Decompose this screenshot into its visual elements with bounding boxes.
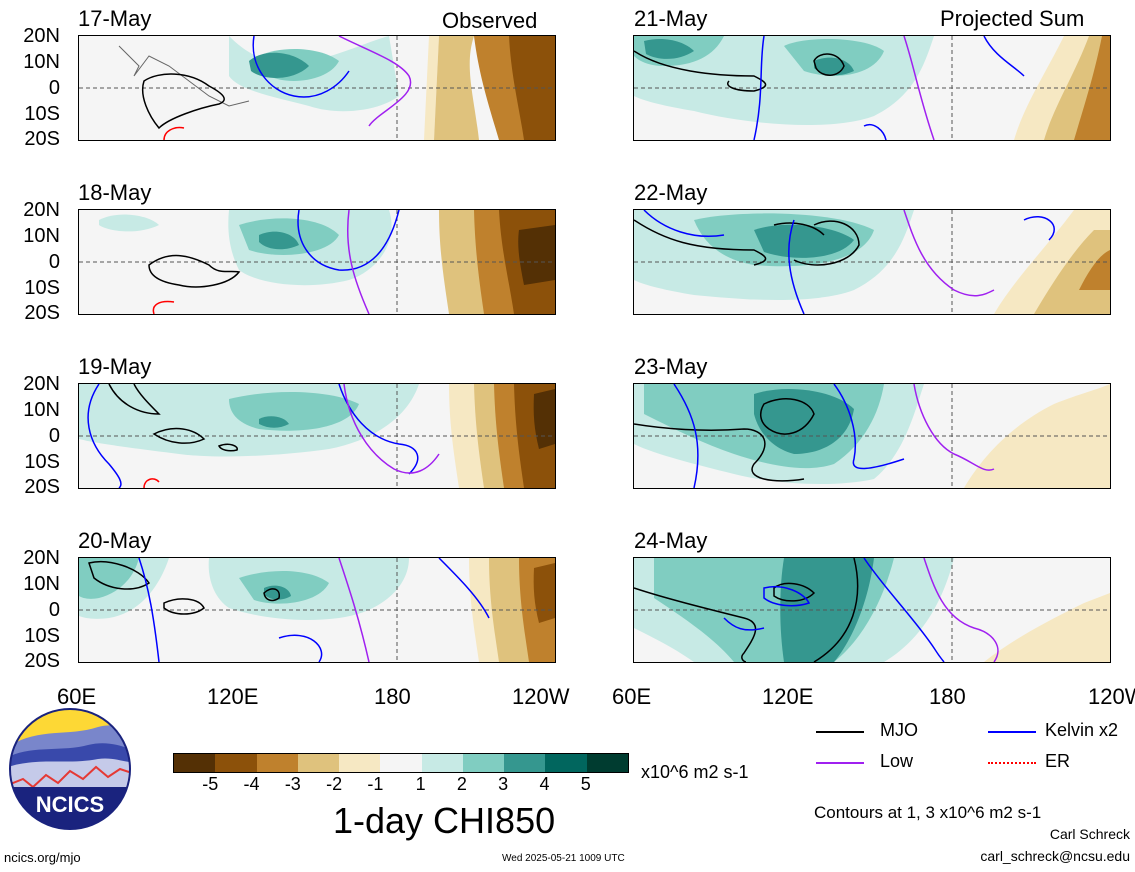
colorbar-swatch [586, 754, 628, 772]
colorbar-swatch [297, 754, 341, 772]
lon-label: 60E [57, 684, 97, 709]
map-panel-23-may [633, 383, 1111, 489]
lat-label: 0 [48, 425, 60, 447]
colorbar-tick-label: -3 [284, 774, 301, 794]
panel-title-1: 17-May [78, 6, 152, 31]
colorbar-tick-label: 5 [580, 774, 591, 794]
lat-label: 10N [23, 573, 60, 595]
map-panel-21-may [633, 35, 1111, 141]
lat-label: 10S [24, 451, 60, 473]
lat-label: 10S [24, 625, 60, 647]
colorbar-swatch [462, 754, 506, 772]
lat-label: 0 [48, 599, 60, 621]
colorbar-swatch [339, 754, 382, 772]
lat-label: 10S [24, 103, 60, 125]
colorbar-swatch [545, 754, 588, 772]
lon-label: 180 [929, 684, 966, 709]
colorbar-swatch [380, 754, 423, 772]
lat-label: 10S [24, 277, 60, 299]
colorbar-tick-label: -4 [243, 774, 260, 794]
map-panel-22-may [633, 209, 1111, 315]
lat-label: 0 [48, 77, 60, 99]
ncics-logo: NCICS [8, 707, 132, 831]
colorbar-tick-label: 2 [456, 774, 467, 794]
lat-label: 20N [23, 25, 60, 47]
panel-title-7: 23-May [634, 354, 708, 379]
lat-label: 20S [24, 650, 60, 672]
colorbar-swatch [421, 754, 464, 772]
legend-line-kelvin [988, 731, 1036, 733]
legend-label-er: ER [1045, 751, 1071, 771]
panel-title-5: 21-May [634, 6, 708, 31]
lon-label: 180 [374, 684, 411, 709]
figure-title: 1-day CHI850 [333, 800, 556, 841]
lat-label: 10N [23, 225, 60, 247]
lat-label: 20S [24, 476, 60, 498]
map-panel-19-may [78, 383, 556, 489]
lon-label: 120W [1088, 684, 1135, 709]
colorbar-swatch [215, 754, 258, 772]
legend-label-mjo: MJO [880, 720, 918, 740]
legend-line-low [816, 762, 864, 764]
timestamp: Wed 2025-05-21 1009 UTC [502, 853, 625, 864]
site-url: ncics.org/mjo [4, 850, 81, 865]
lat-label: 10N [23, 51, 60, 73]
map-panel-20-may [78, 557, 556, 663]
colorbar-tick-label: -1 [367, 774, 384, 794]
panel-title-8: 24-May [634, 528, 708, 553]
lat-label: 20S [24, 302, 60, 324]
lat-label: 20N [23, 547, 60, 569]
colorbar-swatch [174, 754, 217, 772]
panel-title-3: 19-May [78, 354, 152, 379]
panel-label-projected: Projected Sum [940, 6, 1085, 31]
legend-label-kelvin: Kelvin x2 [1045, 720, 1119, 740]
map-panel-24-may [633, 557, 1111, 663]
lon-label: 60E [612, 684, 652, 709]
colorbar-units: x10^6 m2 s-1 [641, 762, 749, 782]
lat-label: 20S [24, 128, 60, 150]
panel-title-6: 22-May [634, 180, 708, 205]
author-email: carl_schreck@ncsu.edu [980, 848, 1130, 864]
lat-label: 20N [23, 199, 60, 221]
lat-label: 20N [23, 373, 60, 395]
panel-label-observed: Observed [442, 8, 538, 33]
lon-label: 120E [207, 684, 259, 709]
colorbar [173, 753, 629, 773]
lon-label: 120W [512, 684, 570, 709]
lat-label: 0 [48, 251, 60, 273]
author: Carl Schreck [1049, 826, 1130, 842]
colorbar-tick-label: -2 [326, 774, 343, 794]
colorbar-tick-label: 3 [498, 774, 509, 794]
panel-title-2: 18-May [78, 180, 152, 205]
colorbar-swatch [256, 754, 299, 772]
panel-title-4: 20-May [78, 528, 152, 553]
colorbar-tick-label: 1 [415, 774, 426, 794]
lon-label: 120E [762, 684, 814, 709]
legend-line-mjo [816, 731, 864, 733]
legend-label-low: Low [880, 751, 914, 771]
lat-label: 10N [23, 399, 60, 421]
map-panel-18-may [78, 209, 556, 315]
map-panel-17-may [78, 35, 556, 141]
colorbar-tick-label: -5 [202, 774, 219, 794]
colorbar-swatch [504, 754, 547, 772]
legend-line-er [988, 762, 1036, 764]
logo-text: NCICS [36, 792, 104, 817]
colorbar-tick-label: 4 [539, 774, 550, 794]
contours-note: Contours at 1, 3 x10^6 m2 s-1 [814, 803, 1042, 822]
